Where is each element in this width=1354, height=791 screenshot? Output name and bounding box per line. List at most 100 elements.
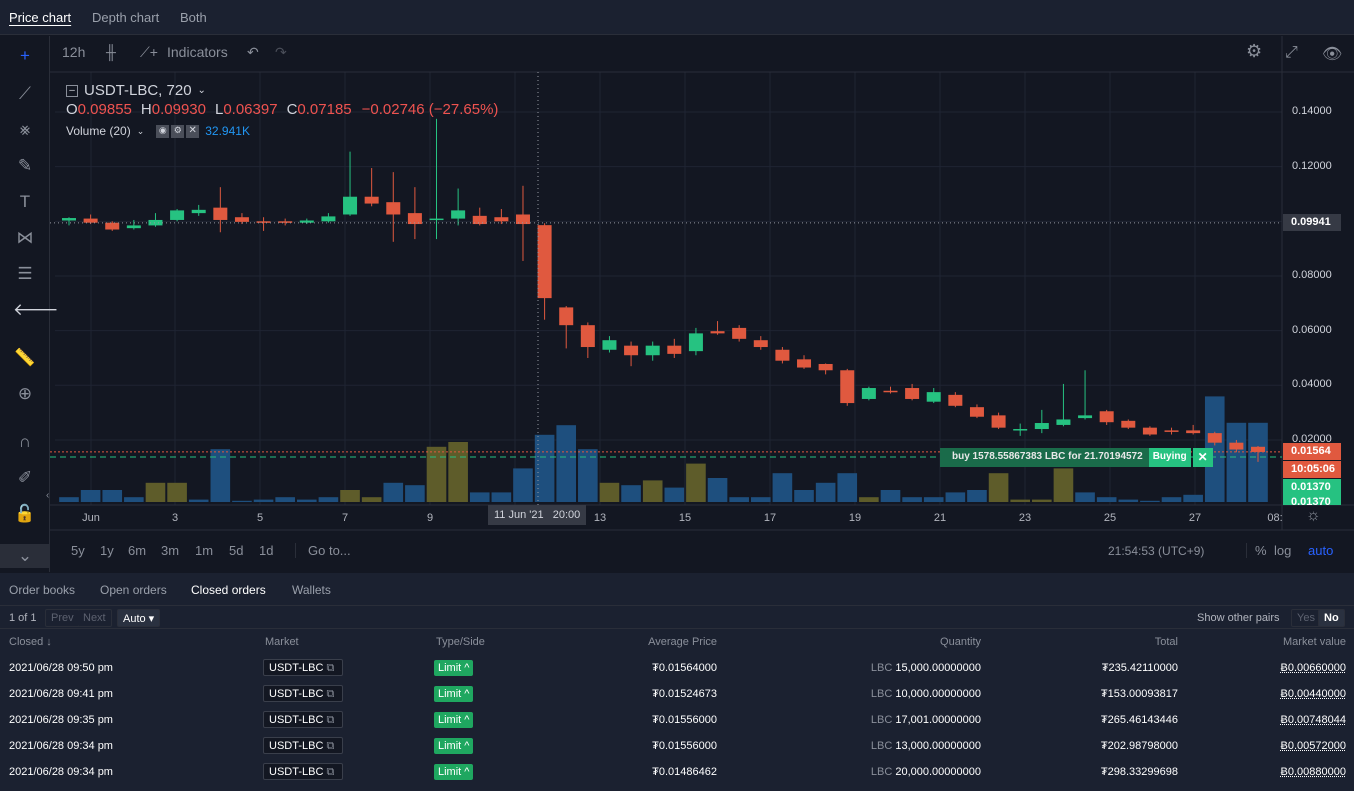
scroll-left-icon[interactable]: ‹ — [46, 490, 50, 501]
bar-countdown-label: 10:05:06 — [1283, 461, 1341, 478]
pattern-icon[interactable]: ⋈ — [16, 228, 34, 247]
prediction-icon[interactable]: ☰ — [17, 264, 33, 283]
range-3m[interactable]: 3m — [161, 543, 180, 558]
type-side-badge: Limit ^ — [434, 660, 474, 676]
market-link[interactable]: USDT-LBC ⧉ — [263, 685, 343, 702]
external-link-icon[interactable]: ⧉ — [326, 714, 335, 726]
fib-tool-icon[interactable]: ⨳ — [19, 120, 31, 139]
text-tool-icon[interactable]: T — [19, 192, 31, 211]
indicators-icon[interactable]: ⟋+ — [140, 44, 158, 60]
eye-icon[interactable]: 👁 — [1322, 46, 1343, 63]
range-6m[interactable]: 6m — [128, 543, 147, 558]
tab-open-orders[interactable]: Open orders — [100, 583, 167, 597]
col-average-price[interactable]: Average Price — [648, 636, 717, 648]
redo-icon[interactable]: ↷ — [275, 44, 287, 60]
lock-icon[interactable]: 🔓 — [14, 504, 36, 523]
prev-page-button[interactable]: Prev — [45, 609, 79, 627]
volume-bar — [340, 490, 360, 502]
lock-drawings-icon[interactable]: ✐ — [17, 468, 33, 487]
market-value[interactable]: Ƀ0.00880000 — [1280, 766, 1346, 778]
tab-both[interactable]: Both — [180, 10, 207, 25]
candle-body — [407, 213, 422, 225]
percent-scale-toggle[interactable]: % — [1246, 543, 1267, 558]
table-row[interactable]: 2021/06/28 09:35 pm USDT-LBC ⧉ Limit ^ ₮… — [0, 707, 1354, 733]
candle-type-icon[interactable]: ╫ — [106, 44, 116, 60]
go-to-date-button[interactable]: Go to... — [295, 543, 351, 558]
remove-icon[interactable]: ✕ — [186, 124, 200, 138]
symbol-title[interactable]: USDT-LBC, 720 — [84, 82, 192, 99]
undo-icon[interactable]: ↶ — [247, 44, 259, 60]
col-market[interactable]: Market — [265, 636, 299, 648]
range-1y[interactable]: 1y — [100, 543, 114, 558]
crosshair-icon[interactable]: + — [20, 46, 30, 65]
settings-gear-icon[interactable]: ⚙ — [1246, 41, 1263, 61]
indicators-button[interactable]: Indicators — [167, 44, 228, 60]
range-5d[interactable]: 5d — [229, 543, 244, 558]
auto-scale-toggle[interactable]: auto — [1308, 543, 1334, 558]
settings-icon[interactable]: ⚙ — [171, 124, 185, 138]
order-line[interactable]: buy 1578.55867383 LBC for 21.70194572 Bu… — [940, 448, 1213, 467]
external-link-icon[interactable]: ⧉ — [326, 740, 335, 752]
volume-bar — [1032, 499, 1052, 502]
show-other-no[interactable]: No — [1318, 609, 1345, 627]
ruler-icon[interactable]: 📏 — [14, 348, 36, 367]
collapse-legend-icon[interactable]: – — [66, 84, 78, 97]
fullscreen-icon[interactable]: ⤢ — [1285, 44, 1298, 61]
brush-icon[interactable]: ✎ — [17, 156, 33, 175]
zoom-in-icon[interactable]: ⊕ — [17, 384, 33, 403]
orders-panel: Order books Open orders Closed orders Wa… — [0, 573, 1354, 791]
average-price: ₮0.01564000 — [652, 662, 717, 674]
volume-bar — [210, 449, 231, 502]
tab-depth-chart[interactable]: Depth chart — [92, 10, 160, 25]
page-size-select[interactable]: Auto ▾ — [117, 609, 161, 627]
col-total[interactable]: Total — [1154, 636, 1178, 648]
candle-body — [256, 221, 271, 223]
tab-price-chart[interactable]: Price chart — [9, 10, 72, 25]
external-link-icon[interactable]: ⧉ — [326, 662, 335, 674]
magnet-icon[interactable]: ∩ — [18, 432, 32, 451]
market-link[interactable]: USDT-LBC ⧉ — [263, 737, 343, 754]
trend-line-icon[interactable]: ⟋ — [19, 84, 31, 103]
crosshair-time-label: 11 Jun '21 20:00 — [488, 505, 586, 525]
tab-order-books[interactable]: Order books — [9, 583, 76, 597]
external-link-icon[interactable]: ⧉ — [326, 688, 335, 700]
cancel-order-icon[interactable]: ✕ — [1192, 448, 1213, 467]
arrow-left-icon[interactable]: 🡐 — [13, 300, 59, 319]
col-market-value[interactable]: Market value — [1283, 636, 1346, 648]
table-row[interactable]: 2021/06/28 09:34 pm USDT-LBC ⧉ Limit ^ ₮… — [0, 733, 1354, 759]
collapse-icon[interactable]: ⌄ — [0, 544, 50, 568]
external-link-icon[interactable]: ⧉ — [326, 766, 335, 778]
next-page-button[interactable]: Next — [78, 609, 112, 627]
candle-body — [688, 333, 703, 352]
interval-selector[interactable]: 12h — [62, 44, 86, 60]
col-type-side[interactable]: Type/Side — [436, 636, 485, 648]
col-quantity[interactable]: Quantity — [940, 636, 981, 648]
visibility-icon[interactable]: ◉ — [156, 124, 170, 138]
table-row[interactable]: 2021/06/28 09:50 pm USDT-LBC ⧉ Limit ^ ₮… — [0, 655, 1354, 681]
volume-bar — [837, 473, 858, 502]
axis-settings-icon[interactable]: ☼ — [1306, 507, 1321, 524]
show-other-yes[interactable]: Yes — [1291, 609, 1321, 627]
range-1m[interactable]: 1m — [195, 543, 214, 558]
volume-label[interactable]: Volume (20) — [66, 124, 131, 138]
candle-body — [148, 219, 163, 226]
col-closed[interactable]: Closed ↓ — [9, 636, 52, 648]
range-1d[interactable]: 1d — [259, 543, 274, 558]
candle-body — [1207, 433, 1222, 443]
tab-closed-orders[interactable]: Closed orders — [191, 583, 266, 597]
tab-wallets[interactable]: Wallets — [292, 583, 331, 597]
market-link[interactable]: USDT-LBC ⧉ — [263, 763, 343, 780]
market-value[interactable]: Ƀ0.00748044 — [1280, 714, 1346, 726]
market-value[interactable]: Ƀ0.00440000 — [1280, 688, 1346, 700]
market-value[interactable]: Ƀ0.00572000 — [1280, 740, 1346, 752]
market-link[interactable]: USDT-LBC ⧉ — [263, 711, 343, 728]
table-row[interactable]: 2021/06/28 09:41 pm USDT-LBC ⧉ Limit ^ ₮… — [0, 681, 1354, 707]
log-scale-toggle[interactable]: log — [1274, 543, 1292, 558]
candle-body — [753, 340, 768, 348]
table-row[interactable]: 2021/06/28 09:34 pm USDT-LBC ⧉ Limit ^ ₮… — [0, 759, 1354, 785]
price-chart-canvas[interactable] — [0, 0, 1354, 572]
market-link[interactable]: USDT-LBC ⧉ — [263, 659, 343, 676]
market-value[interactable]: Ƀ0.00660000 — [1280, 662, 1346, 674]
volume-bar — [361, 497, 382, 502]
range-5y[interactable]: 5y — [71, 543, 85, 558]
